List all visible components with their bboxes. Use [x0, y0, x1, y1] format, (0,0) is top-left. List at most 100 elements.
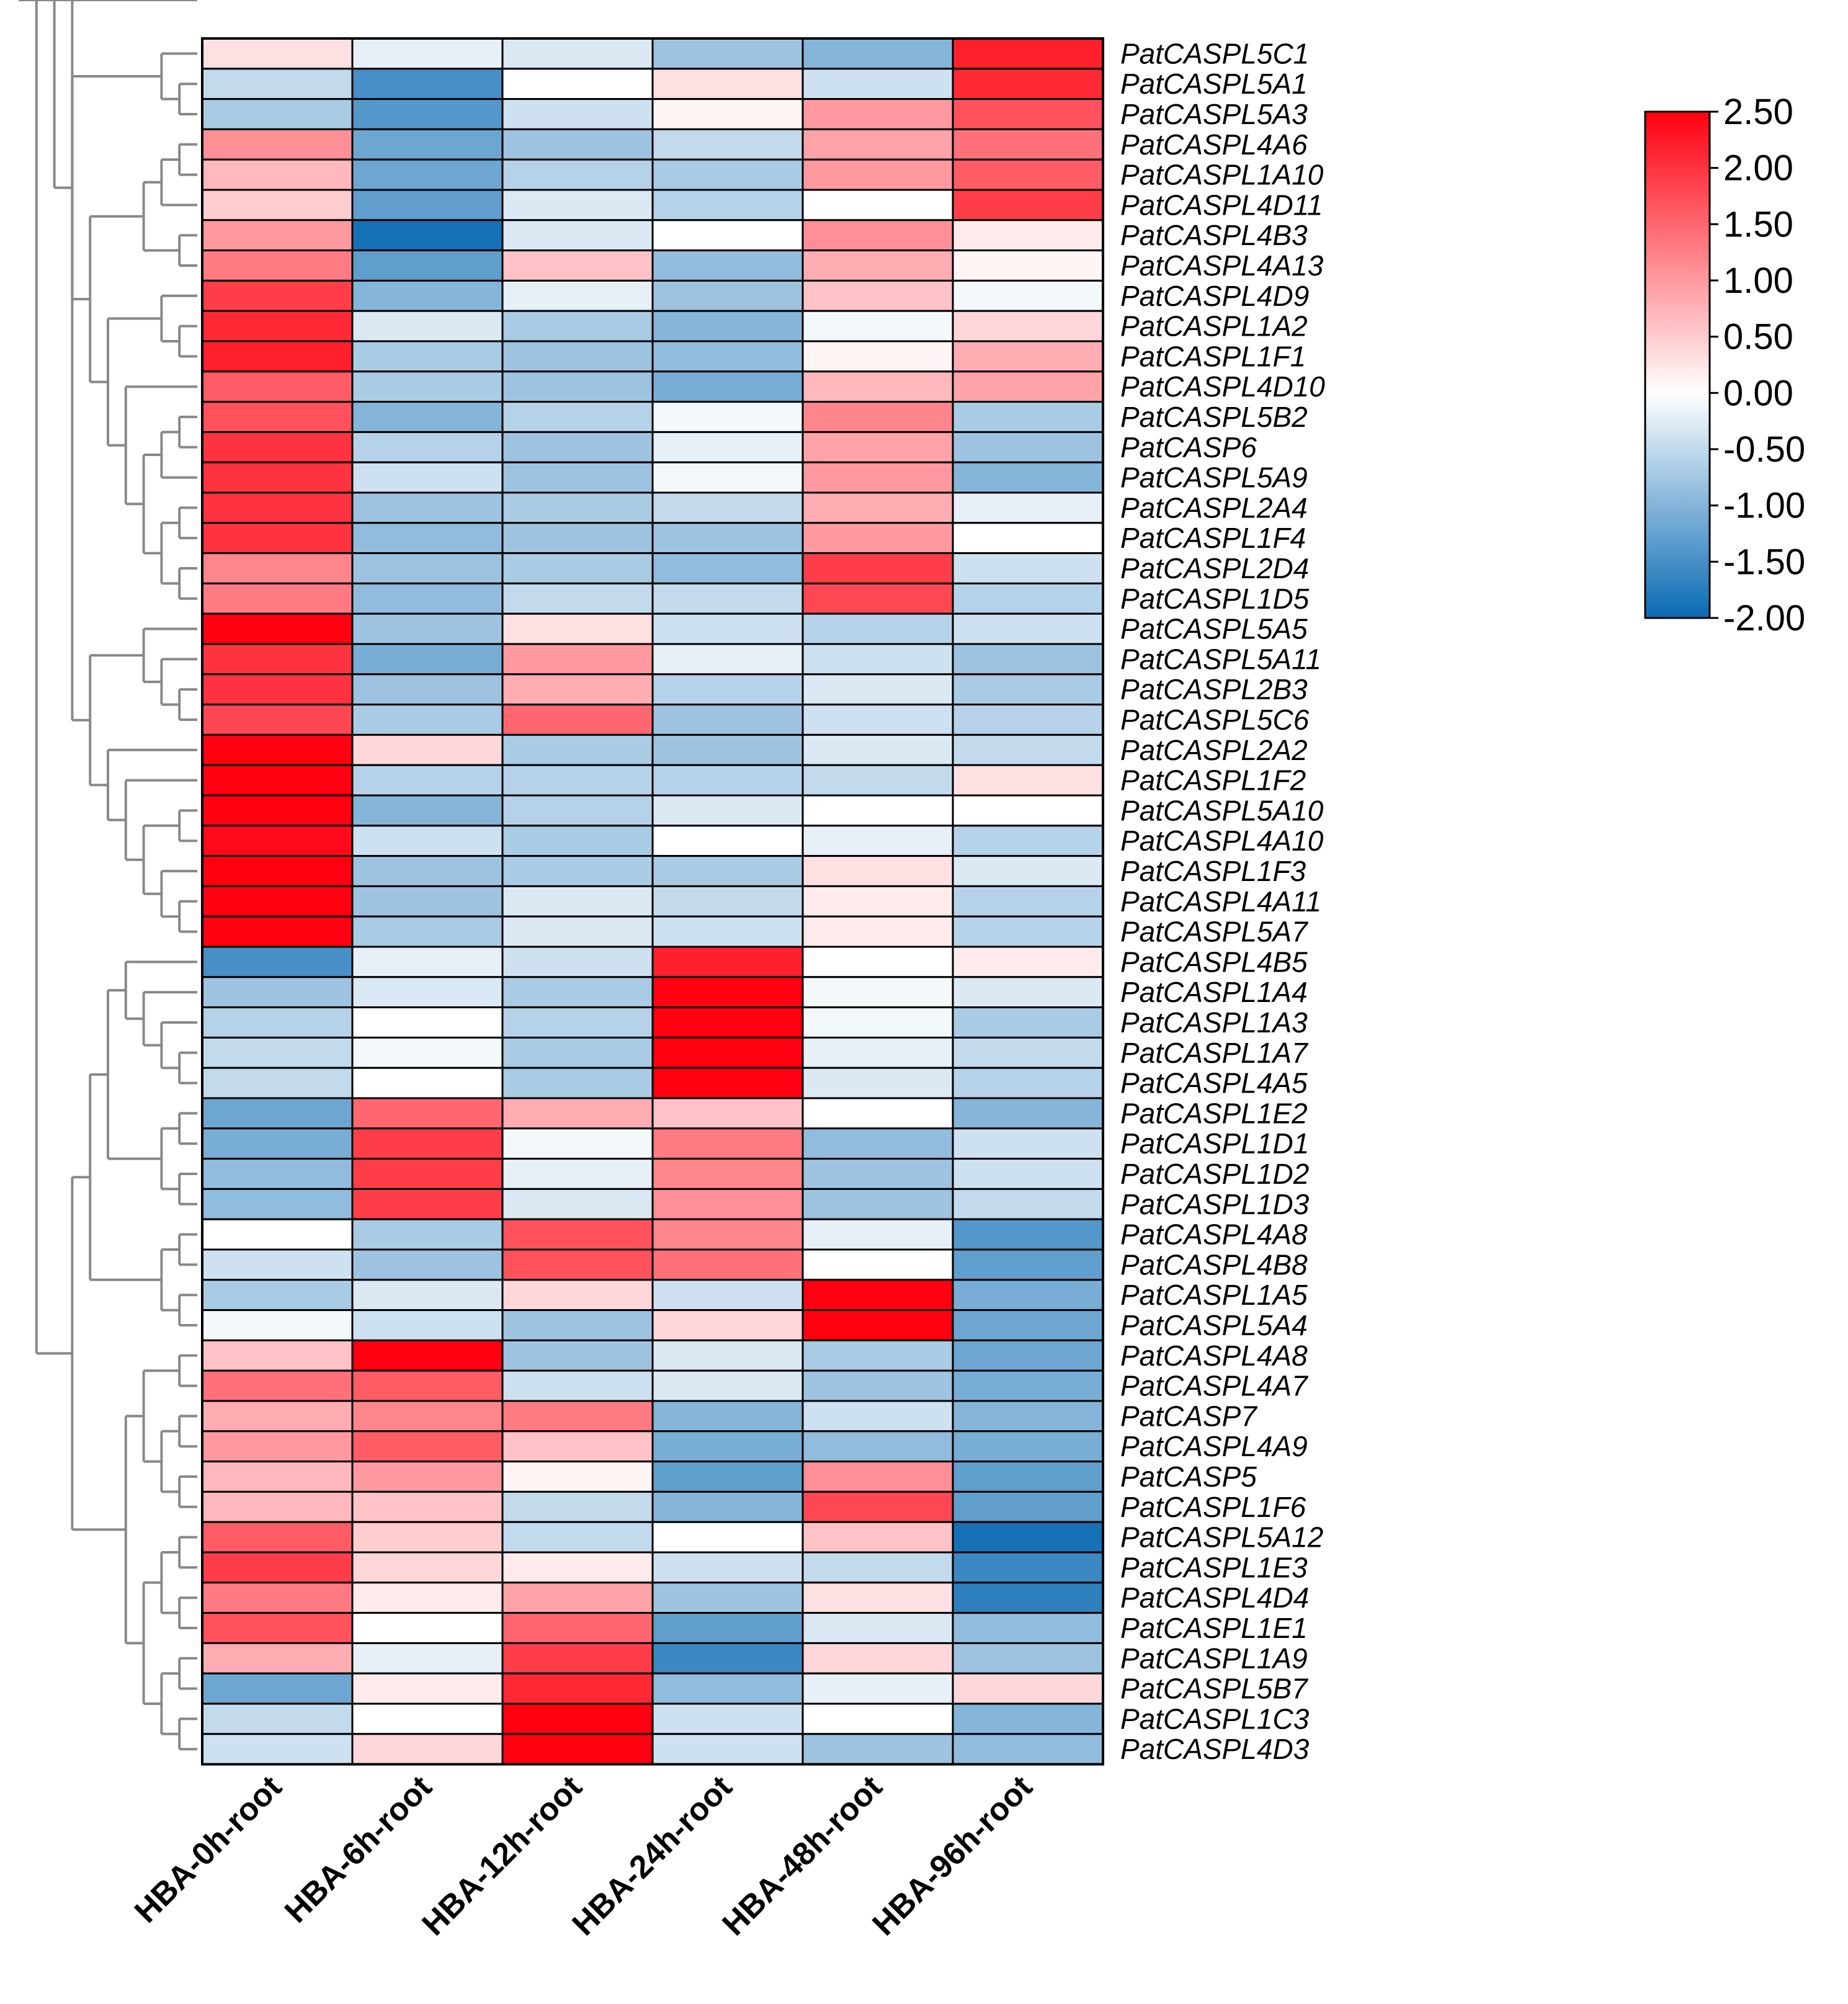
- heatmap-cell: [201, 189, 354, 221]
- colorbar-tick-label: 0.50: [1723, 317, 1793, 357]
- heatmap-cell: [501, 158, 654, 191]
- heatmap-cell: [201, 37, 354, 70]
- heatmap-cell: [952, 764, 1104, 797]
- row-label: PatCASPL4B5: [1120, 946, 1308, 978]
- row-label: PatCASPL1F1: [1120, 340, 1306, 372]
- heatmap-cell: [201, 794, 354, 827]
- heatmap-cell: [801, 612, 954, 645]
- heatmap-cell: [501, 310, 654, 342]
- column-label: HBA-24h-root: [565, 1769, 739, 1943]
- heatmap-cell: [801, 1369, 954, 1402]
- heatmap-cell: [952, 1218, 1104, 1251]
- heatmap-cell: [952, 401, 1104, 433]
- row-label: PatCASPL4A7: [1120, 1370, 1308, 1402]
- heatmap-cell: [952, 673, 1104, 706]
- heatmap-cell: [201, 855, 354, 887]
- heatmap-cell: [801, 1036, 954, 1069]
- heatmap-cell: [201, 1490, 354, 1523]
- heatmap-cell: [201, 673, 354, 706]
- heatmap-cell: [501, 1097, 654, 1130]
- heatmap-cell: [351, 1702, 504, 1735]
- row-label: PatCASPL2A2: [1120, 734, 1308, 766]
- heatmap-cell: [952, 1006, 1104, 1039]
- colorbar-tick-label: 0.00: [1723, 373, 1793, 413]
- heatmap-cell: [501, 612, 654, 645]
- heatmap-cell: [201, 1218, 354, 1251]
- heatmap-cell: [201, 612, 354, 645]
- heatmap-cell: [201, 1188, 354, 1220]
- heatmap-cell: [201, 1461, 354, 1493]
- heatmap-cell: [952, 1672, 1104, 1705]
- row-label: PatCASPL4A13: [1120, 249, 1324, 282]
- heatmap-cell: [501, 643, 654, 676]
- heatmap-cell: [651, 68, 804, 101]
- colorbar-gradient: [1644, 110, 1711, 619]
- row-label: PatCASPL4B3: [1120, 219, 1308, 251]
- heatmap-cell: [801, 794, 954, 827]
- row-label: PatCASPL5B7: [1120, 1673, 1308, 1705]
- heatmap-cell: [201, 279, 354, 312]
- heatmap-cell: [201, 1006, 354, 1039]
- row-label: PatCASPL5A4: [1120, 1309, 1308, 1341]
- heatmap-cell: [201, 1430, 354, 1463]
- heatmap-cell: [801, 340, 954, 373]
- heatmap-cell: [501, 1309, 654, 1341]
- heatmap-cell: [952, 582, 1104, 615]
- heatmap-cell: [501, 491, 654, 524]
- heatmap-cell: [201, 340, 354, 373]
- heatmap-cell: [651, 1702, 804, 1735]
- heatmap-cell: [351, 158, 504, 191]
- row-label: PatCASPL1E3: [1120, 1551, 1308, 1583]
- heatmap-cell: [201, 68, 354, 101]
- heatmap-cell: [351, 491, 504, 524]
- colorbar-legend: 2.50 2.00 1.50 1.00 0.50 0.00 -0.50 -1.00 -1.50 -…: [1644, 92, 1805, 638]
- heatmap-cell: [801, 1461, 954, 1493]
- heatmap-cell: [351, 1551, 504, 1584]
- heatmap-cell: [651, 1672, 804, 1705]
- heatmap-cell: [801, 1158, 954, 1190]
- heatmap-cell: [201, 219, 354, 252]
- heatmap-cell: [501, 37, 654, 70]
- heatmap-cell: [952, 1733, 1104, 1766]
- heatmap-cell: [501, 370, 654, 403]
- heatmap-cell: [351, 976, 504, 1009]
- heatmap-cell: [501, 1702, 654, 1735]
- heatmap-cell: [501, 1581, 654, 1614]
- heatmap-cell: [651, 1490, 804, 1523]
- heatmap-cell: [201, 1036, 354, 1069]
- heatmap-cell: [651, 1551, 804, 1584]
- heatmap-cell: [501, 279, 654, 312]
- heatmap-cell: [201, 158, 354, 191]
- row-label: PatCASPL2B3: [1120, 673, 1308, 705]
- heatmap-cell: [201, 249, 354, 282]
- heatmap-cell: [351, 249, 504, 282]
- row-label: PatCASPL5A1: [1120, 68, 1308, 100]
- row-label: PatCASPL1A3: [1120, 1006, 1308, 1039]
- heatmap-cell: [801, 1612, 954, 1644]
- heatmap-cell: [801, 1279, 954, 1312]
- heatmap-cell: [501, 98, 654, 130]
- heatmap-cell: [801, 68, 954, 101]
- heatmap-cell: [952, 885, 1104, 918]
- row-label: PatCASPL1F6: [1120, 1491, 1306, 1523]
- heatmap-cell: [952, 1551, 1104, 1584]
- heatmap-cell: [351, 310, 504, 342]
- heatmap-cell: [201, 522, 354, 555]
- heatmap-cell: [501, 1248, 654, 1281]
- heatmap-cell: [201, 1067, 354, 1099]
- heatmap-cell: [351, 704, 504, 736]
- heatmap-cell: [201, 946, 354, 978]
- heatmap-cell: [351, 68, 504, 101]
- heatmap-cell: [952, 552, 1104, 584]
- heatmap-cell: [351, 1309, 504, 1341]
- heatmap-cell: [651, 1642, 804, 1675]
- heatmap-cell: [651, 158, 804, 191]
- heatmap-cell: [651, 1127, 804, 1160]
- heatmap-cell: [651, 825, 804, 857]
- heatmap-cell: [952, 1369, 1104, 1402]
- row-label: PatCASPL4A10: [1120, 825, 1324, 857]
- heatmap-cell: [501, 704, 654, 736]
- heatmap-cell: [201, 915, 354, 948]
- heatmap-cell: [952, 128, 1104, 161]
- heatmap-cell: [952, 37, 1104, 70]
